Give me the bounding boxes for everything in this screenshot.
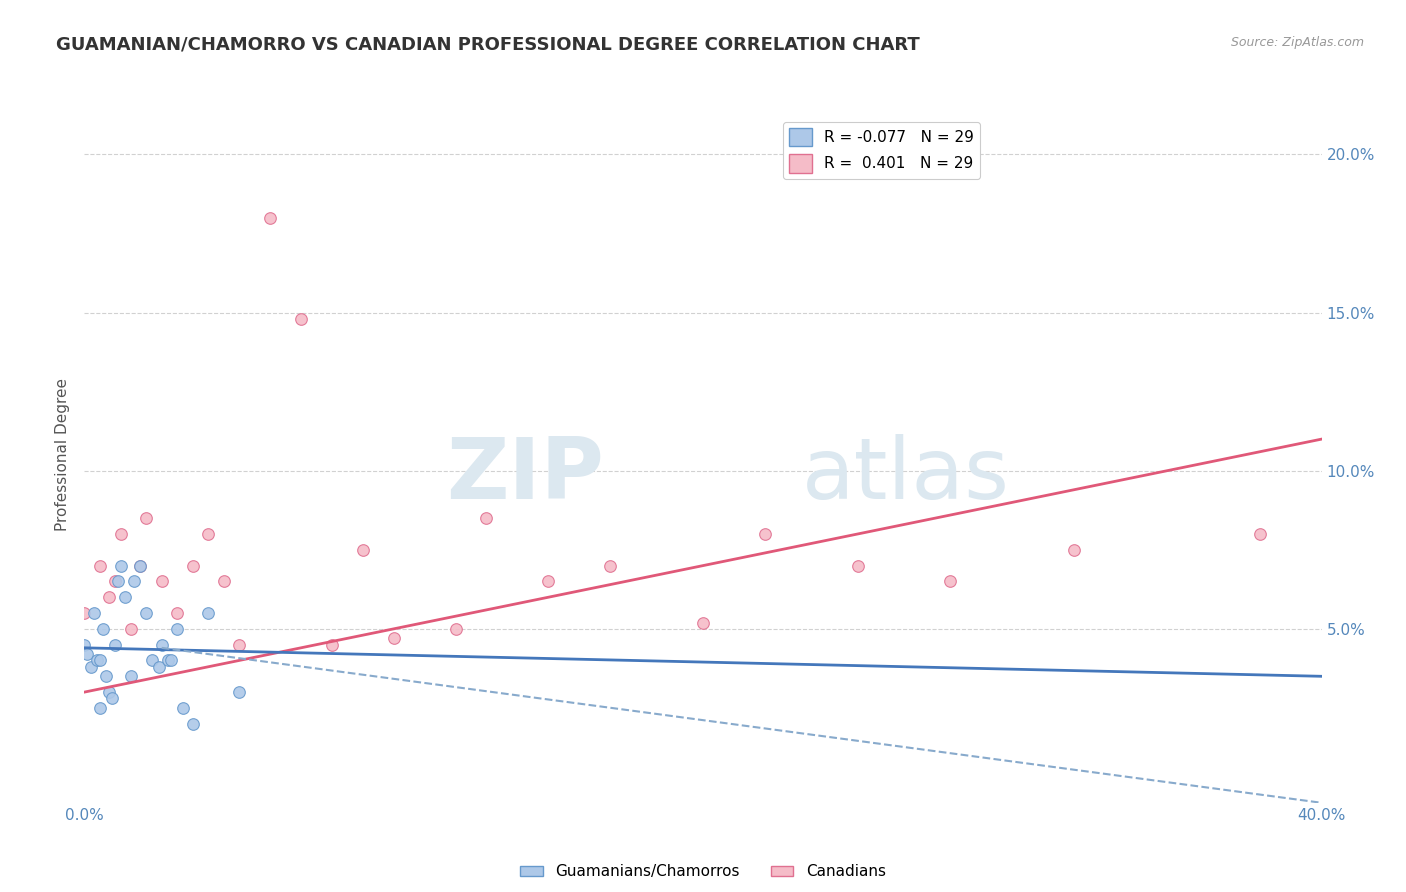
Point — [135, 606, 157, 620]
Text: GUAMANIAN/CHAMORRO VS CANADIAN PROFESSIONAL DEGREE CORRELATION CHART: GUAMANIAN/CHAMORRO VS CANADIAN PROFESSIO… — [56, 36, 920, 54]
Point — [444, 622, 467, 636]
Point — [197, 606, 219, 620]
Point — [104, 638, 127, 652]
Point — [110, 558, 132, 573]
Point — [73, 638, 96, 652]
Point — [754, 527, 776, 541]
Text: atlas: atlas — [801, 434, 1010, 517]
Point — [475, 511, 498, 525]
Point — [181, 716, 204, 731]
Point — [181, 558, 204, 573]
Text: ZIP: ZIP — [446, 434, 605, 517]
Point — [91, 622, 114, 636]
Point — [939, 574, 962, 589]
Point — [79, 660, 101, 674]
Point — [228, 685, 250, 699]
Point — [382, 632, 405, 646]
Point — [290, 312, 312, 326]
Point — [89, 558, 111, 573]
Point — [259, 211, 281, 225]
Point — [86, 653, 108, 667]
Point — [321, 638, 343, 652]
Point — [135, 511, 157, 525]
Point — [129, 558, 152, 573]
Point — [599, 558, 621, 573]
Point — [101, 691, 124, 706]
Point — [76, 647, 98, 661]
Point — [98, 685, 121, 699]
Point — [110, 527, 132, 541]
Point — [172, 701, 194, 715]
Point — [89, 701, 111, 715]
Point — [537, 574, 560, 589]
Point — [1249, 527, 1271, 541]
Point — [156, 653, 179, 667]
Point — [114, 591, 136, 605]
Point — [150, 574, 173, 589]
Point — [83, 606, 105, 620]
Text: Source: ZipAtlas.com: Source: ZipAtlas.com — [1230, 36, 1364, 49]
Y-axis label: Professional Degree: Professional Degree — [55, 378, 70, 532]
Point — [107, 574, 129, 589]
Point — [150, 638, 173, 652]
Point — [352, 542, 374, 557]
Legend: Guamanians/Chamorros, Canadians: Guamanians/Chamorros, Canadians — [515, 858, 891, 886]
Point — [197, 527, 219, 541]
Point — [148, 660, 170, 674]
Point — [120, 669, 142, 683]
Point — [94, 669, 117, 683]
Point — [104, 574, 127, 589]
Point — [212, 574, 235, 589]
Point — [98, 591, 121, 605]
Point — [141, 653, 163, 667]
Point — [166, 622, 188, 636]
Point — [122, 574, 145, 589]
Point — [73, 606, 96, 620]
Point — [846, 558, 869, 573]
Point — [228, 638, 250, 652]
Point — [89, 653, 111, 667]
Point — [1063, 542, 1085, 557]
Point — [166, 606, 188, 620]
Point — [120, 622, 142, 636]
Point — [160, 653, 183, 667]
Point — [129, 558, 152, 573]
Point — [692, 615, 714, 630]
